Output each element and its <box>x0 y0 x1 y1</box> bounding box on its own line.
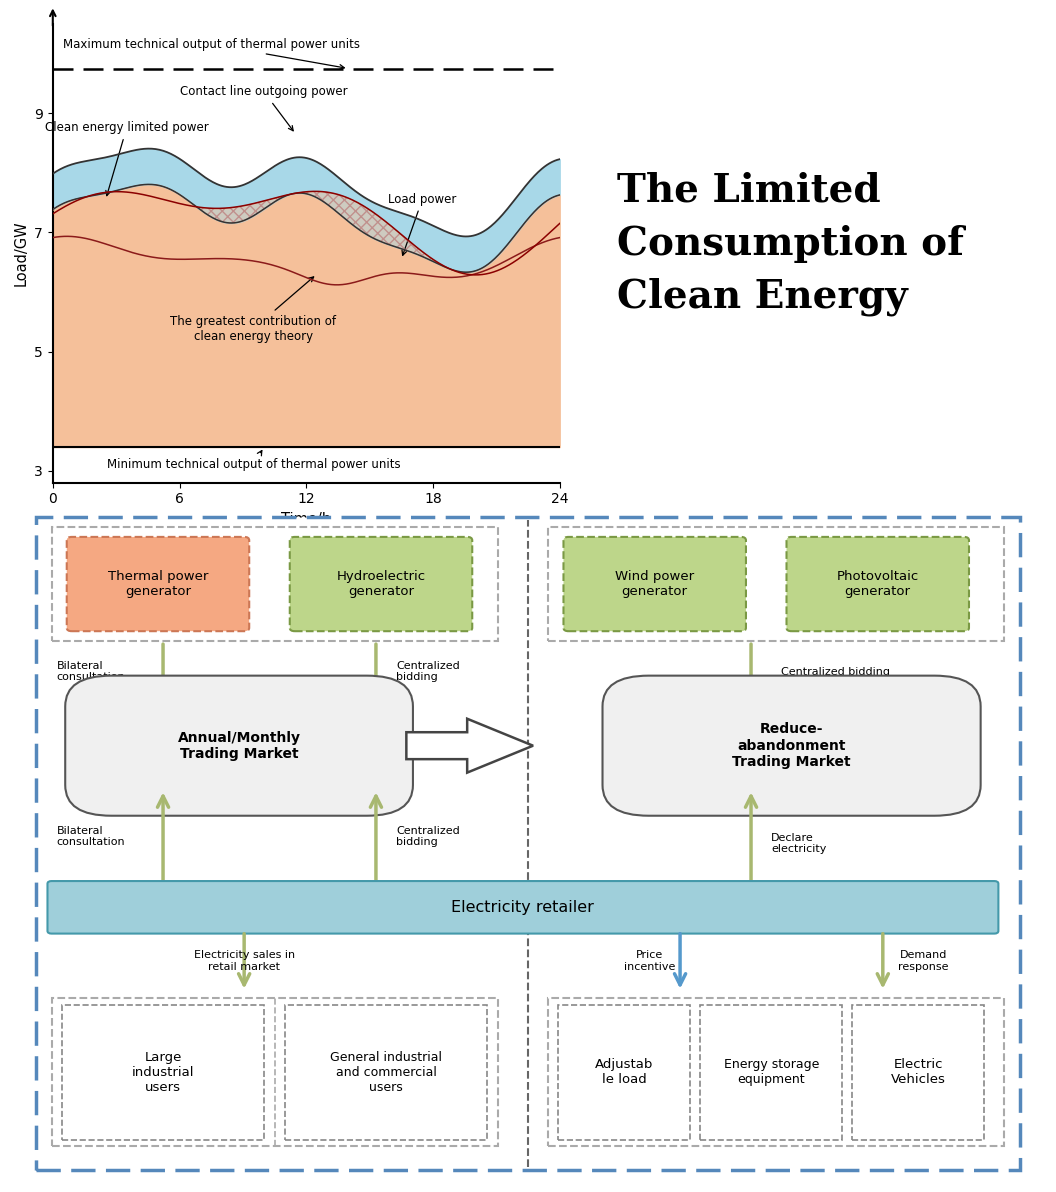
FancyBboxPatch shape <box>564 536 746 632</box>
Text: Photovoltaic
generator: Photovoltaic generator <box>836 570 919 598</box>
Text: Demand
response: Demand response <box>898 950 948 971</box>
Text: Declare
electricity: Declare electricity <box>771 832 827 855</box>
Text: Centralized
bidding: Centralized bidding <box>396 826 460 848</box>
Text: Large
industrial
users: Large industrial users <box>132 1051 194 1094</box>
Text: Electricity retailer: Electricity retailer <box>452 900 595 914</box>
Bar <box>852 1005 984 1140</box>
Text: Wind power
generator: Wind power generator <box>616 570 694 598</box>
FancyBboxPatch shape <box>289 536 472 632</box>
Bar <box>52 527 497 641</box>
Text: The Limited
Consumption of
Clean Energy: The Limited Consumption of Clean Energy <box>617 172 964 316</box>
FancyBboxPatch shape <box>65 676 413 815</box>
Bar <box>548 527 1004 641</box>
Text: Maximum technical output of thermal power units: Maximum technical output of thermal powe… <box>62 38 360 69</box>
Text: Minimum technical output of thermal power units: Minimum technical output of thermal powe… <box>107 451 400 471</box>
Text: Contact line outgoing power: Contact line outgoing power <box>181 86 347 131</box>
Text: Thermal power
generator: Thermal power generator <box>108 570 208 598</box>
FancyBboxPatch shape <box>603 676 981 815</box>
Text: Clean energy limited power: Clean energy limited power <box>44 122 209 195</box>
Bar <box>548 998 1004 1147</box>
Text: General industrial
and commercial
users: General industrial and commercial users <box>331 1051 442 1094</box>
Text: The greatest contribution of
clean energy theory: The greatest contribution of clean energ… <box>170 277 337 343</box>
X-axis label: Time/h: Time/h <box>281 513 332 527</box>
Bar <box>285 1005 488 1140</box>
Bar <box>700 1005 843 1140</box>
Bar <box>52 998 497 1147</box>
Text: Electric
Vehicles: Electric Vehicles <box>891 1058 946 1086</box>
Text: Bilateral
consultation: Bilateral consultation <box>57 660 126 682</box>
FancyBboxPatch shape <box>48 881 998 933</box>
Text: Load power: Load power <box>389 193 456 255</box>
Text: Hydroelectric
generator: Hydroelectric generator <box>337 570 426 598</box>
Text: Centralized bidding: Centralized bidding <box>781 666 890 677</box>
FancyBboxPatch shape <box>787 536 969 632</box>
Y-axis label: Load/GW: Load/GW <box>14 221 29 286</box>
Text: Price
incentive: Price incentive <box>624 950 676 971</box>
Text: Energy storage
equipment: Energy storage equipment <box>723 1058 819 1086</box>
Text: Reduce-
abandonment
Trading Market: Reduce- abandonment Trading Market <box>732 722 851 769</box>
Text: Centralized
bidding: Centralized bidding <box>396 660 460 682</box>
Bar <box>559 1005 691 1140</box>
Text: Adjustab
le load: Adjustab le load <box>596 1058 654 1086</box>
Text: Bilateral
consultation: Bilateral consultation <box>57 826 126 848</box>
Bar <box>61 1005 264 1140</box>
Text: Annual/Monthly
Trading Market: Annual/Monthly Trading Market <box>177 731 301 760</box>
Text: Electricity sales in
retail market: Electricity sales in retail market <box>193 950 295 971</box>
Polygon shape <box>407 719 533 772</box>
FancyBboxPatch shape <box>67 536 249 632</box>
